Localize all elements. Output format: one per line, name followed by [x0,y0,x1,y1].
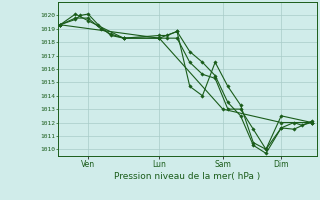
X-axis label: Pression niveau de la mer( hPa ): Pression niveau de la mer( hPa ) [114,172,260,181]
